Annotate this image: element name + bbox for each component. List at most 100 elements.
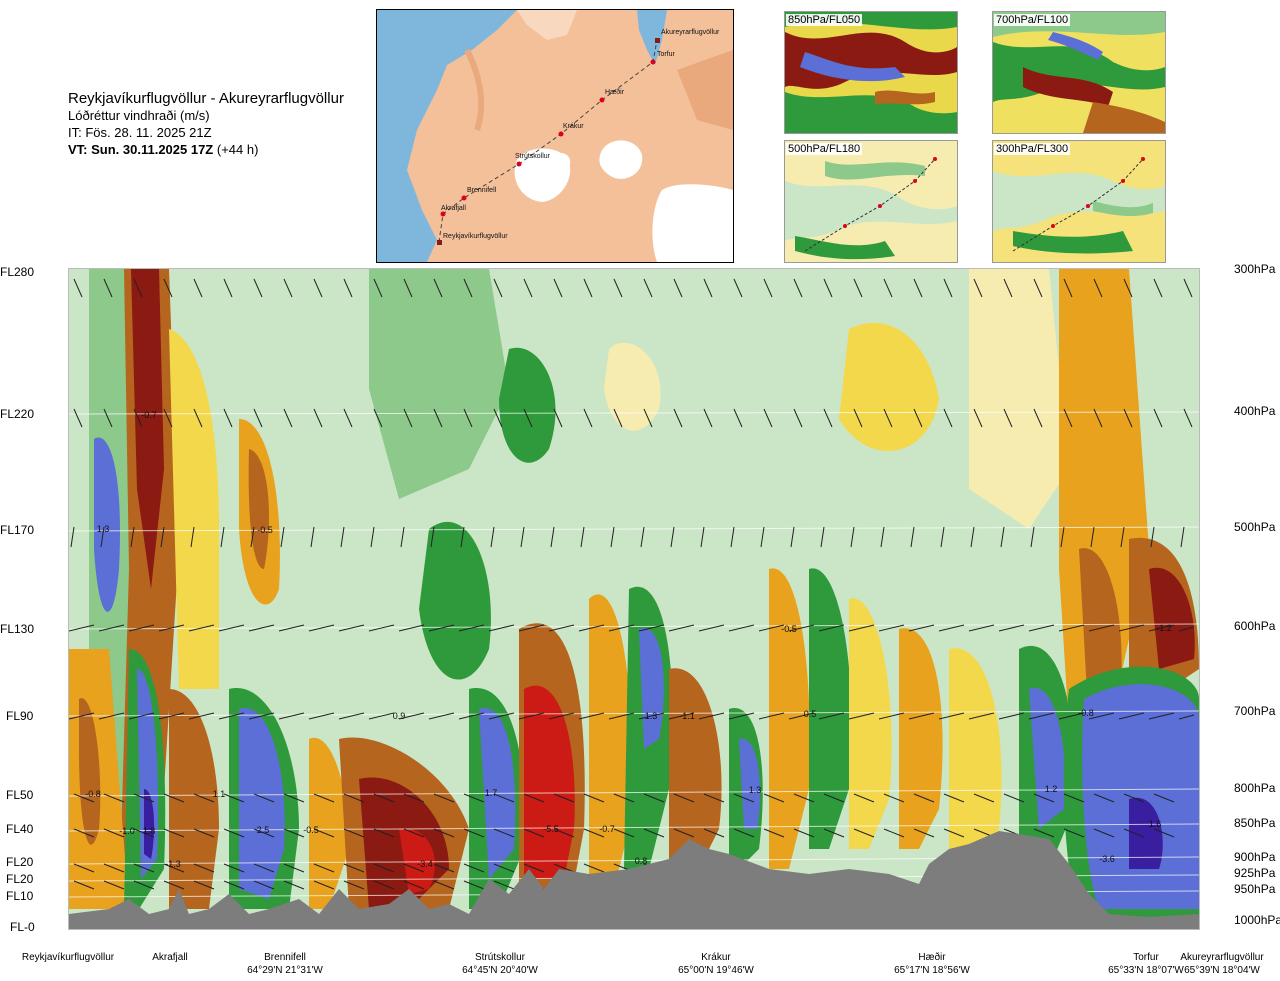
field-label: 0.9 xyxy=(392,711,406,721)
map-label-reykjavik: Reykjavíkurflugvöllur xyxy=(443,233,508,240)
map-label-akrafjall: Akrafjall xyxy=(441,205,466,212)
route-map-labels: Reykjavíkurflugvöllur Akrafjall Brennife… xyxy=(441,29,720,240)
thumbnail-500hpa[interactable]: 500hPa/FL180 xyxy=(784,140,958,263)
field-label: 1.6 xyxy=(1148,819,1162,829)
route-markers xyxy=(437,38,660,245)
thumbnail-label: 300hPa/FL300 xyxy=(994,143,1071,155)
field-label: -1.3 xyxy=(165,859,181,869)
valid-time-offset: (+44 h) xyxy=(216,142,259,157)
issue-time: IT: Fös. 28. 11. 2025 21Z xyxy=(68,125,212,140)
thumbnail-850hpa-image xyxy=(785,12,957,133)
wind-barbs xyxy=(69,278,1195,890)
map-label-akureyri: Akureyrarflugvöllur xyxy=(661,29,720,36)
waypoint-name: Akrafjall xyxy=(152,952,188,963)
fl-label: FL20 xyxy=(6,872,34,886)
pressure-label: 1000hPa xyxy=(1234,913,1280,927)
field-label: -0.8 xyxy=(85,789,101,799)
waypoint-name: Hæðir xyxy=(918,952,946,963)
fl-label: FL170 xyxy=(0,523,35,537)
field-label: -5.5 xyxy=(543,824,559,834)
pressure-label: 950hPa xyxy=(1234,882,1276,896)
fl-label: FL-0 xyxy=(10,920,35,934)
fl-label: FL20 xyxy=(6,855,34,869)
waypoint-name: Torfur xyxy=(1133,952,1159,963)
waypoint-name: Akureyrarflugvöllur xyxy=(1180,952,1264,963)
thumbnail-label: 500hPa/FL180 xyxy=(786,143,863,155)
pressure-label: 600hPa xyxy=(1234,619,1276,633)
map-label-brennifell: Brennifell xyxy=(467,187,497,194)
fl-label: FL50 xyxy=(6,788,34,802)
waypoint-name: Strútskollur xyxy=(474,952,525,963)
field-label: 1.3 xyxy=(96,524,110,534)
field-label: 1.3 xyxy=(644,711,658,721)
waypoint-torfur: Torfur 65°33'N 18°07'W xyxy=(1108,951,1184,977)
field-label: -0.8 xyxy=(1078,708,1094,718)
field-label: -1.1 xyxy=(679,711,695,721)
field-label: -0.5 xyxy=(303,825,319,835)
terrain-profile xyxy=(69,831,1199,929)
valid-time-value: VT: Sun. 30.11.2025 17Z xyxy=(68,142,214,157)
thumbnail-700hpa[interactable]: 700hPa/FL100 xyxy=(992,11,1166,134)
route-map[interactable]: Reykjavíkurflugvöllur Akrafjall Brennife… xyxy=(376,9,734,263)
waypoint-brennifell: Brennifell 64°29'N 21°31'W xyxy=(247,951,323,977)
fl-label: FL220 xyxy=(0,407,35,421)
field-label: 1.1 xyxy=(212,789,226,799)
field-label: -1.0 xyxy=(119,826,135,836)
thumbnail-300hpa-image xyxy=(993,141,1165,262)
map-label-torfur: Torfur xyxy=(657,51,676,58)
thumbnail-500hpa-image xyxy=(785,141,957,262)
valid-time: VT: Sun. 30.11.2025 17Z (+44 h) xyxy=(68,141,344,158)
pressure-label: 850hPa xyxy=(1234,816,1276,830)
waypoint-name: Krákur xyxy=(701,952,731,963)
waypoint-akrafjall: Akrafjall xyxy=(152,951,188,964)
title-block: Reykjavíkurflugvöllur - Akureyrarflugvöl… xyxy=(68,90,344,158)
field-label: -0.5 xyxy=(257,525,273,535)
pressure-label: 800hPa xyxy=(1234,781,1276,795)
field-label: -0.5 xyxy=(781,624,797,634)
pressure-label: 400hPa xyxy=(1234,404,1276,418)
map-label-strutskollur: Strútskollur xyxy=(515,153,551,160)
pressure-label: 500hPa xyxy=(1234,520,1276,534)
field-label: -1.2 xyxy=(1156,623,1172,633)
cross-section-panel[interactable]: -0.7 1.3 -0.5 -0.5 -1.2 0.9 1.3 -1.1 0.5… xyxy=(68,268,1200,930)
waypoint-coord: 65°17'N 18°56'W xyxy=(894,965,970,976)
fl-label: FL10 xyxy=(6,889,34,903)
field-label: -3.4 xyxy=(417,859,433,869)
cross-section-svg xyxy=(69,269,1199,929)
waypoint-akureyri: Akureyrarflugvöllur 65°39'N 18°04'W xyxy=(1180,951,1263,977)
field-label: 1.8 xyxy=(142,826,156,836)
pressure-label: 925hPa xyxy=(1234,866,1276,880)
fl-label: FL90 xyxy=(6,709,34,723)
pressure-label: 900hPa xyxy=(1234,850,1276,864)
waypoint-reykjavik: Reykjavíkurflugvöllur xyxy=(22,951,114,964)
thumbnail-label: 850hPa/FL050 xyxy=(786,14,863,26)
waypoint-name: Reykjavíkurflugvöllur xyxy=(21,952,115,963)
pressure-label: 700hPa xyxy=(1234,704,1276,718)
field-label: -0.7 xyxy=(599,824,615,834)
waypoint-krakur: Krákur 65°00'N 19°46'W xyxy=(678,951,754,977)
thumbnail-700hpa-image xyxy=(993,12,1165,133)
waypoint-strutskollur: Strútskollur 64°45'N 20°40'W xyxy=(462,951,538,977)
field-label: 1.3 xyxy=(748,785,762,795)
waypoint-coord: 65°00'N 19°46'W xyxy=(678,965,754,976)
waypoint-haedir: Hæðir 65°17'N 18°56'W xyxy=(894,951,970,977)
fl-label: FL40 xyxy=(6,822,34,836)
parameter-label: Lóðréttur vindhraði (m/s) xyxy=(68,108,210,123)
fl-label: FL130 xyxy=(0,622,35,636)
thumbnail-300hpa[interactable]: 300hPa/FL300 xyxy=(992,140,1166,263)
fl-label: FL280 xyxy=(0,265,35,279)
thumbnail-850hpa[interactable]: 850hPa/FL050 xyxy=(784,11,958,134)
waypoint-coord: 64°29'N 21°31'W xyxy=(247,965,323,976)
field-label: 0.5 xyxy=(803,709,817,719)
thumbnail-label: 700hPa/FL100 xyxy=(994,14,1071,26)
waypoint-name: Brennifell xyxy=(264,952,306,963)
field-label: 0.8 xyxy=(634,856,648,866)
field-label: 1.2 xyxy=(1044,784,1058,794)
waypoint-coord: 64°45'N 20°40'W xyxy=(462,965,538,976)
map-label-krakur: Krákur xyxy=(563,123,584,130)
route-title: Reykjavíkurflugvöllur - Akureyrarflugvöl… xyxy=(68,90,344,107)
field-label: -3.6 xyxy=(1099,854,1115,864)
pressure-label: 300hPa xyxy=(1234,262,1276,276)
route-map-svg: Reykjavíkurflugvöllur Akrafjall Brennife… xyxy=(377,10,733,262)
field-label: 2.5 xyxy=(256,825,270,835)
